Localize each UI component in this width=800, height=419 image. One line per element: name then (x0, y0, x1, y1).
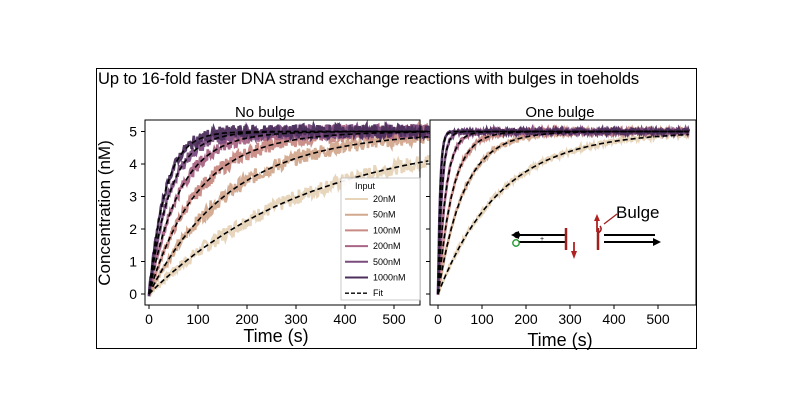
x-tick-label: 200 (235, 311, 259, 327)
legend-title: Input (355, 181, 376, 191)
no-bulge-data-layer (147, 119, 430, 298)
up-arrow-icon (594, 214, 600, 221)
y-tick-label: 3 (129, 189, 137, 205)
legend-label-Fit: Fit (373, 288, 383, 298)
panel-no-bulge: No bulge Concentration (nM) Time (s) 0 10… (95, 104, 430, 346)
trace-1000nM (147, 119, 430, 297)
bulge-annotation: Bulge (616, 203, 659, 222)
y-tick-label: 1 (129, 254, 137, 270)
y-tick-label: 0 (129, 286, 137, 302)
x-tick-label: 200 (514, 311, 538, 327)
legend: Input 20nM 50nM 100nM 200nM 500nM 1000nM Fit (340, 177, 421, 301)
quencher-circle-icon (512, 239, 520, 247)
legend-label-20nM: 20nM (373, 194, 396, 204)
x-tick-label: 100 (470, 311, 494, 327)
bulge-strand-diagram: + Bulge (511, 203, 661, 259)
fit-100nM (148, 131, 429, 295)
fit-1000nM (148, 130, 429, 295)
no-bulge-title: No bulge (235, 104, 295, 121)
x-tick-label: 400 (602, 311, 626, 327)
x-tick-label: 300 (558, 311, 582, 327)
x-tick-label: 400 (333, 311, 357, 327)
y-tick-label: 4 (129, 156, 137, 172)
x-tick-label: 0 (434, 311, 442, 327)
trace-20nM (147, 155, 430, 298)
x-tick-label: 300 (284, 311, 308, 327)
one-bulge-x-axis-label: Time (s) (527, 330, 592, 350)
x-tick-label: 500 (382, 311, 406, 327)
y-tick-label: 5 (129, 124, 137, 140)
legend-label-200nM: 200nM (373, 241, 401, 251)
no-bulge-ticks: 0 100 200 300 400 500 0 1 2 3 4 5 (129, 124, 406, 328)
x-tick-label: 100 (186, 311, 210, 327)
panel-one-bulge: One bulge Time (s) 0 100 200 300 400 500 + Bu… (426, 104, 697, 350)
fit-20nM (148, 160, 429, 295)
fluorophore-dot-icon (513, 231, 521, 239)
legend-label-50nM: 50nM (373, 210, 396, 220)
legend-label-100nM: 100nM (373, 225, 401, 235)
figure-headline: Up to 16-fold faster DNA strand exchange… (98, 70, 640, 88)
no-bulge-x-axis-label: Time (s) (243, 326, 308, 346)
x-tick-label: 500 (646, 311, 670, 327)
fit-20nM (437, 133, 689, 295)
no-bulge-y-axis-label: Concentration (nM) (95, 140, 114, 286)
one-bulge-axes-frame (429, 119, 697, 306)
bulge-pointer-line (603, 213, 618, 225)
fit-50nM (148, 136, 429, 295)
bottom-strand-arrowhead-icon (653, 238, 661, 246)
bulge-loop-icon (597, 225, 602, 234)
trace-50nM (148, 127, 430, 295)
fit-1000nM (437, 130, 689, 295)
legend-label-500nM: 500nM (373, 257, 401, 267)
junction-mark: + (540, 236, 544, 243)
one-bulge-data-layer (436, 123, 691, 296)
one-bulge-ticks: 0 100 200 300 400 500 (426, 131, 670, 327)
down-arrow-icon (571, 251, 577, 259)
legend-label-1000nM: 1000nM (373, 273, 406, 283)
one-bulge-title: One bulge (525, 104, 594, 121)
x-tick-label: 0 (145, 311, 153, 327)
y-tick-label: 2 (129, 221, 137, 237)
